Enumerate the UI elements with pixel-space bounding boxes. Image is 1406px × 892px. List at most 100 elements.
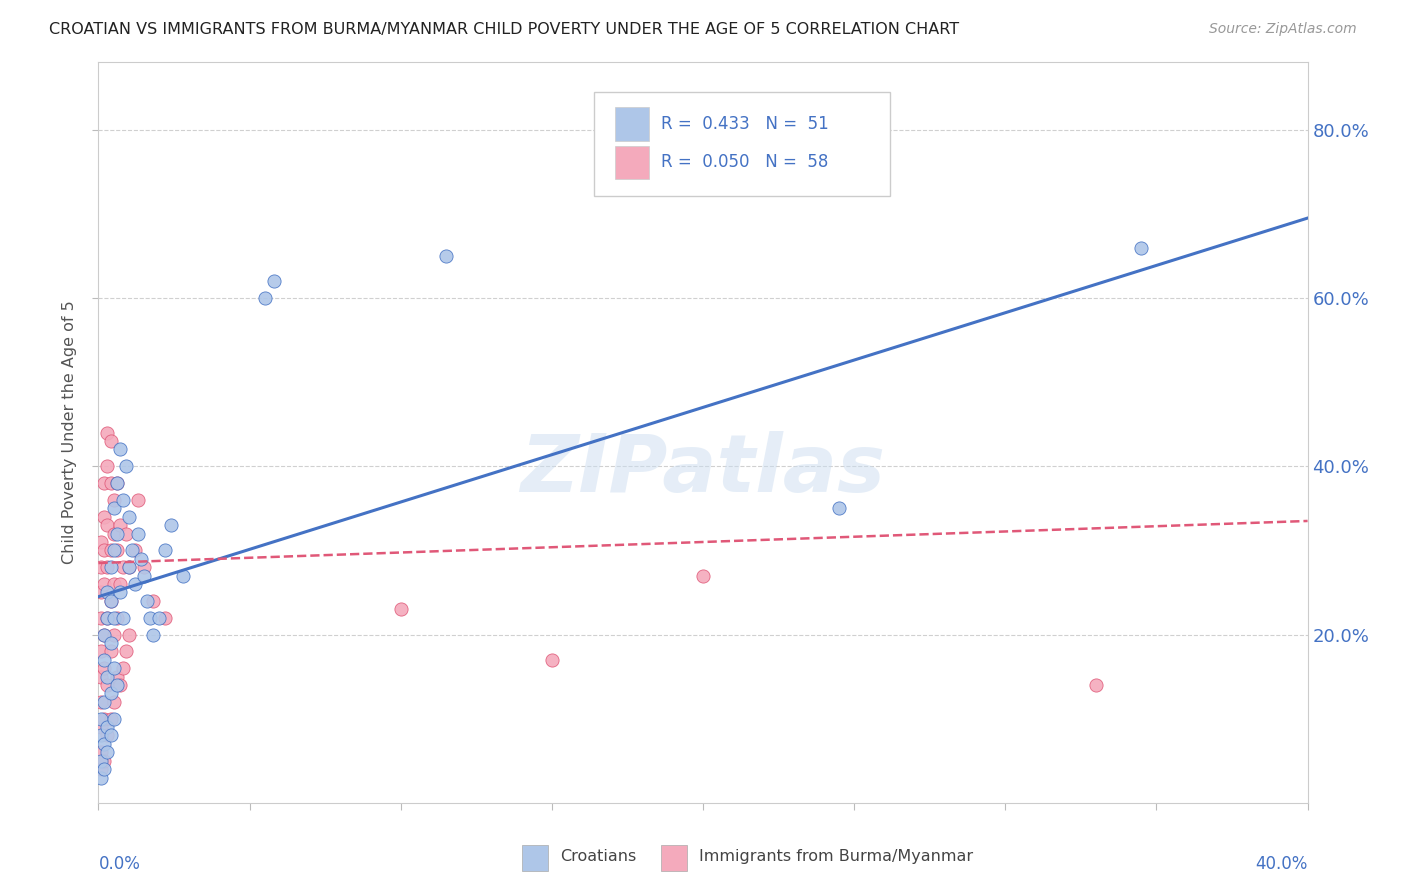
Point: [90, 745, 112, 759]
Point: [93, 661, 115, 675]
Point: [96, 518, 118, 533]
Point: [93, 737, 115, 751]
Point: [93, 509, 115, 524]
Point: [100, 636, 122, 650]
Text: Immigrants from Burma/Myanmar: Immigrants from Burma/Myanmar: [699, 849, 973, 864]
Point: [127, 492, 149, 507]
Point: [153, 543, 176, 558]
Point: [90, 585, 112, 599]
Point: [93, 577, 115, 591]
Point: [90, 762, 112, 776]
Text: Croatians: Croatians: [561, 849, 637, 864]
Point: [263, 274, 285, 288]
Point: [103, 661, 125, 675]
Point: [153, 610, 176, 624]
Text: 40.0%: 40.0%: [1256, 855, 1308, 872]
Point: [253, 291, 276, 305]
Point: [90, 535, 112, 549]
Text: Source: ZipAtlas.com: Source: ZipAtlas.com: [1209, 22, 1357, 37]
Text: R =  0.433   N =  51: R = 0.433 N = 51: [661, 115, 828, 133]
Point: [100, 712, 122, 726]
Point: [96, 745, 118, 759]
Point: [103, 712, 125, 726]
Point: [90, 729, 112, 743]
Point: [100, 594, 122, 608]
Point: [108, 442, 131, 457]
Point: [90, 712, 112, 726]
Point: [118, 509, 141, 524]
Point: [90, 754, 112, 768]
Point: [1085, 678, 1108, 692]
Point: [692, 568, 714, 582]
Point: [90, 771, 112, 785]
Point: [142, 627, 165, 641]
Point: [105, 526, 128, 541]
Point: [129, 551, 152, 566]
Point: [90, 720, 112, 734]
Point: [540, 653, 562, 667]
Point: [96, 720, 118, 734]
Text: CROATIAN VS IMMIGRANTS FROM BURMA/MYANMAR CHILD POVERTY UNDER THE AGE OF 5 CORRE: CROATIAN VS IMMIGRANTS FROM BURMA/MYANMA…: [49, 22, 959, 37]
Point: [108, 678, 131, 692]
Point: [114, 459, 136, 474]
Point: [93, 712, 115, 726]
Point: [93, 695, 115, 709]
Point: [111, 610, 134, 624]
Point: [100, 644, 122, 658]
Point: [828, 501, 851, 516]
Point: [389, 602, 412, 616]
Point: [103, 501, 125, 516]
Point: [121, 543, 143, 558]
Point: [105, 476, 128, 491]
Point: [105, 670, 128, 684]
Point: [103, 526, 125, 541]
Point: [90, 670, 112, 684]
Point: [96, 610, 118, 624]
Point: [96, 585, 118, 599]
Point: [103, 627, 125, 641]
Point: [118, 560, 141, 574]
Point: [108, 577, 131, 591]
Point: [100, 594, 122, 608]
Point: [124, 577, 146, 591]
Point: [111, 492, 134, 507]
Point: [93, 476, 115, 491]
Point: [100, 434, 122, 448]
Point: [96, 560, 118, 574]
Point: [100, 729, 122, 743]
Point: [96, 425, 118, 440]
Bar: [522, 846, 548, 871]
Point: [100, 476, 122, 491]
Point: [96, 610, 118, 624]
Point: [118, 560, 141, 574]
Point: [93, 762, 115, 776]
Point: [160, 518, 183, 533]
Point: [93, 653, 115, 667]
Point: [90, 695, 112, 709]
Point: [108, 518, 131, 533]
Point: [103, 577, 125, 591]
Point: [103, 543, 125, 558]
Point: [100, 560, 122, 574]
Point: [108, 585, 131, 599]
Point: [114, 644, 136, 658]
Point: [132, 568, 155, 582]
Bar: [661, 846, 688, 871]
Point: [90, 644, 112, 658]
Point: [100, 543, 122, 558]
Point: [434, 249, 457, 263]
Point: [105, 476, 128, 491]
Point: [93, 627, 115, 641]
Point: [90, 560, 112, 574]
Text: 0.0%: 0.0%: [98, 855, 141, 872]
Point: [105, 610, 128, 624]
Point: [96, 670, 118, 684]
Point: [114, 526, 136, 541]
Point: [103, 492, 125, 507]
Point: [172, 568, 194, 582]
Bar: [614, 107, 648, 141]
Point: [93, 627, 115, 641]
Point: [93, 754, 115, 768]
Point: [142, 594, 165, 608]
Point: [105, 678, 128, 692]
